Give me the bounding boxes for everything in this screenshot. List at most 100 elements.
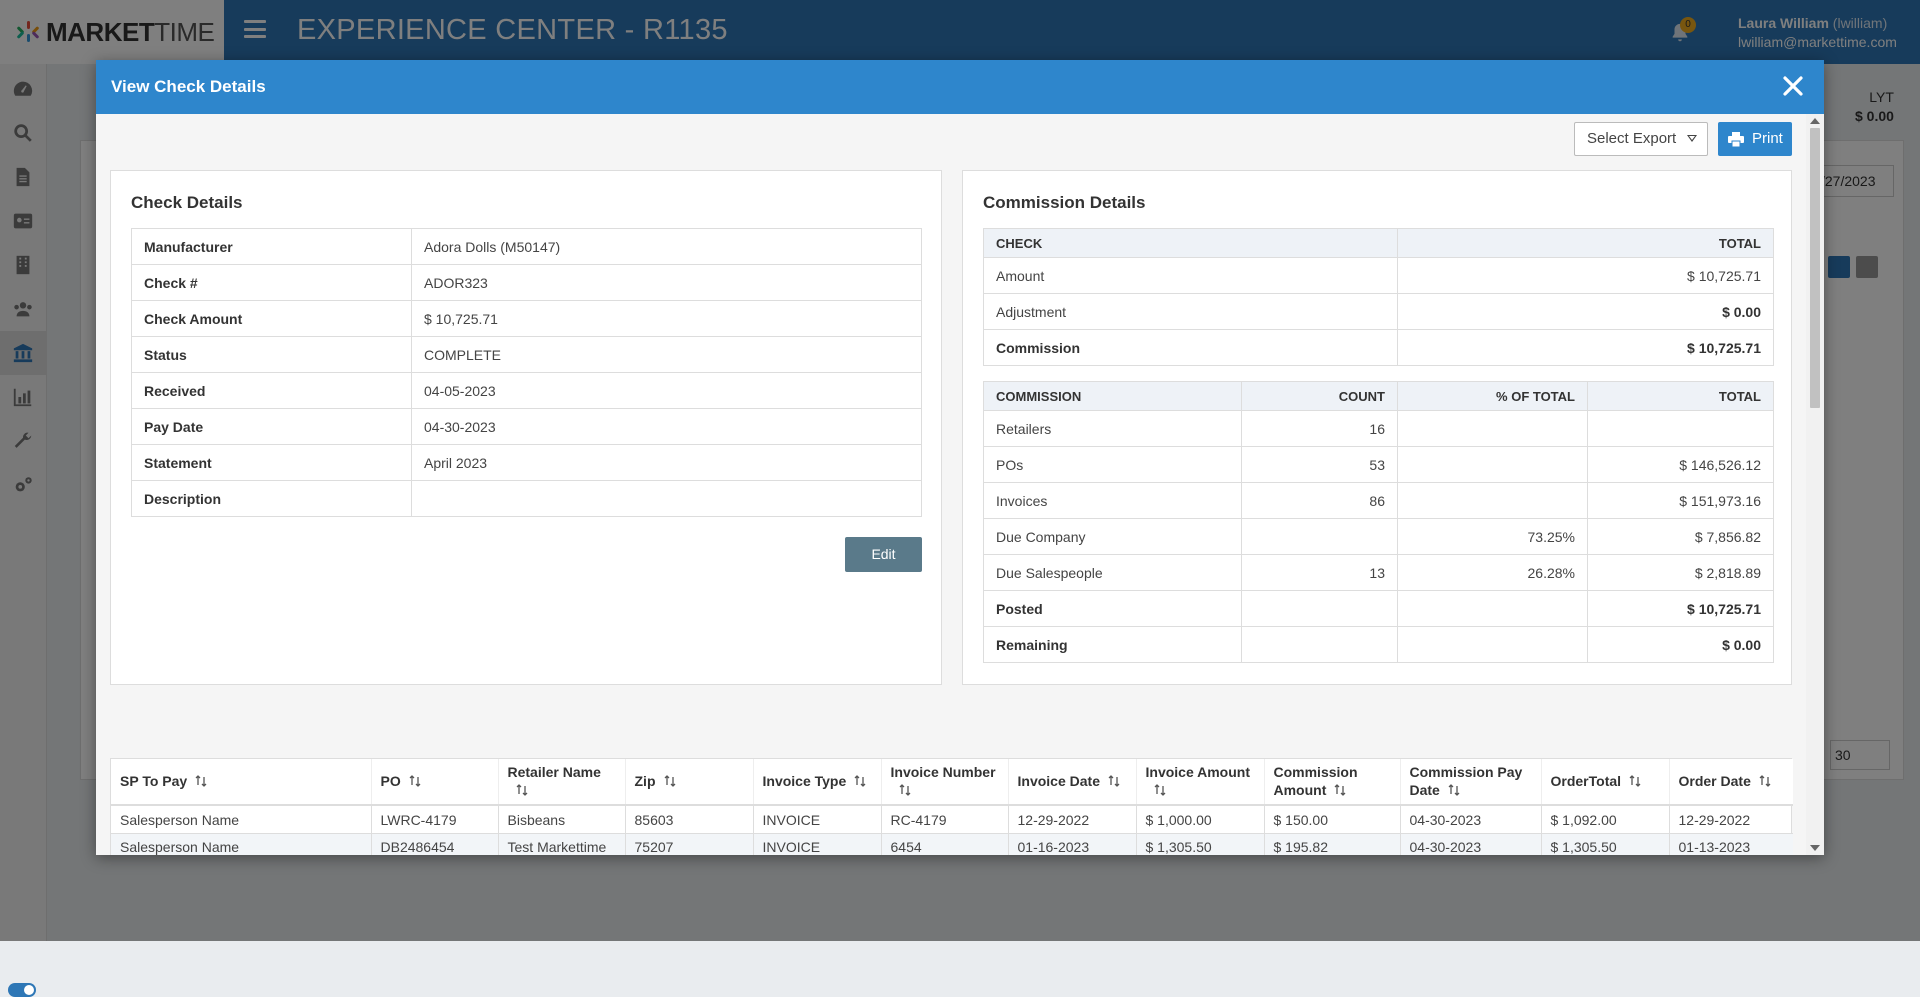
sort-icon[interactable] [1759, 773, 1771, 791]
column-header[interactable]: OrderTotal [1540, 759, 1669, 807]
check-details-heading: Check Details [131, 193, 243, 212]
modal-title: View Check Details [111, 77, 266, 96]
table-row[interactable]: Salesperson Name LWRC-4179 Bisbeans 85603 IN… [111, 805, 1793, 834]
column-header[interactable]: Retailer Name [497, 759, 625, 807]
cell-sp: Salesperson Name [111, 833, 371, 855]
cell-text: 12-29-2022 [1678, 811, 1751, 828]
cell-order-total: $ 1,092.00 [1540, 805, 1669, 834]
column-header[interactable]: PO [370, 759, 498, 807]
cell-retailer: Test Markettime [497, 833, 625, 855]
chevron-down-icon [1687, 135, 1697, 142]
column-header[interactable]: Invoice Type [752, 759, 881, 807]
cell-sp: Salesperson Name [111, 805, 371, 834]
sort-icon[interactable] [516, 782, 528, 800]
check-total-row: Adjustment $ 0.00 [982, 293, 1774, 330]
commission-row: Retailers 16 [983, 410, 1774, 447]
commission-row: Due Company 73.25% $ 7,856.82 [983, 518, 1774, 555]
commission-pct: 73.25% [1397, 518, 1588, 555]
commission-row: Invoices 86 $ 151,973.16 [983, 482, 1774, 519]
commission-total [1587, 410, 1774, 447]
cell-text: Bisbeans [507, 811, 566, 828]
cell-text: 85603 [634, 811, 674, 828]
cell-text: 75207 [634, 839, 674, 855]
commission-row: Due Salespeople 13 26.28% $ 2,818.89 [983, 554, 1774, 591]
commission-count [1241, 590, 1398, 627]
check-detail-value: April 2023 [411, 444, 922, 481]
cell-order-date: 12-29-2022 [1668, 805, 1793, 834]
check-detail-label: Check Amount [131, 300, 412, 337]
sort-icon[interactable] [1334, 782, 1346, 800]
commission-details-heading: Commission Details [983, 193, 1146, 212]
commission-total: $ 0.00 [1587, 626, 1774, 663]
check-detail-row: Check Amount $ 10,725.71 [131, 300, 922, 337]
column-header-label: Commission Amount [1273, 764, 1358, 798]
column-header[interactable]: Invoice Amount [1135, 759, 1264, 807]
sort-icon[interactable] [1629, 773, 1641, 791]
column-header[interactable]: SP To Pay [111, 759, 371, 807]
cell-po: DB2486454 [370, 833, 498, 855]
cell-text: $ 1,305.50 [1145, 839, 1212, 855]
scroll-down-icon[interactable] [1810, 845, 1820, 851]
col-header-pct-of-total: % OF TOTAL [1397, 381, 1588, 411]
cell-text: $ 195.82 [1273, 839, 1329, 855]
cell-text: $ 1,000.00 [1145, 811, 1212, 828]
cell-text: 12-29-2022 [1017, 811, 1090, 828]
table-row[interactable]: Salesperson Name DB2486454 Test Markettime… [111, 833, 1793, 855]
toggle-icon[interactable] [8, 983, 36, 997]
select-export-dropdown[interactable]: Select Export [1574, 122, 1708, 156]
check-detail-row: Statement April 2023 [131, 444, 922, 481]
check-detail-value: Adora Dolls (M50147) [411, 228, 922, 265]
cell-number: RC-4179 [880, 805, 1008, 834]
check-detail-value: ADOR323 [411, 264, 922, 301]
column-header-label: Order Date [1678, 773, 1751, 789]
column-header[interactable]: Order Date [1668, 759, 1793, 807]
commission-total: $ 2,818.89 [1587, 554, 1774, 591]
scrollbar-thumb[interactable] [1810, 128, 1820, 408]
commission-row: Posted $ 10,725.71 [983, 590, 1774, 627]
commission-label: Due Company [983, 518, 1242, 555]
cell-zip: 85603 [624, 805, 753, 834]
cell-inv-amount: $ 1,305.50 [1135, 833, 1264, 855]
cell-inv-amount: $ 1,000.00 [1135, 805, 1264, 834]
sort-icon[interactable] [854, 773, 866, 791]
sort-icon[interactable] [1108, 773, 1120, 791]
scroll-up-icon[interactable] [1810, 118, 1820, 124]
sort-icon[interactable] [1154, 782, 1166, 800]
check-detail-value: 04-05-2023 [411, 372, 922, 409]
column-header-label: OrderTotal [1550, 773, 1622, 789]
sort-icon[interactable] [409, 773, 421, 791]
column-header[interactable]: Commission Amount [1263, 759, 1400, 807]
commission-count: 13 [1241, 554, 1398, 591]
column-header[interactable]: Invoice Date [1007, 759, 1136, 807]
sort-icon[interactable] [664, 773, 676, 791]
check-total-row: Commission $ 10,725.71 [982, 329, 1774, 366]
print-button[interactable]: Print [1718, 122, 1792, 156]
sort-icon[interactable] [899, 782, 911, 800]
commission-label: Retailers [983, 410, 1242, 447]
commission-pct: 26.28% [1397, 554, 1588, 591]
commission-label: Due Salespeople [983, 554, 1242, 591]
check-detail-label: Description [131, 480, 412, 517]
edit-button[interactable]: Edit [845, 537, 922, 572]
sort-icon[interactable] [1448, 782, 1460, 800]
column-header-label: Commission Pay Date [1409, 764, 1523, 798]
cell-text: 6454 [890, 839, 922, 855]
close-icon[interactable] [1778, 71, 1808, 101]
sort-icon[interactable] [195, 773, 207, 791]
check-detail-row: Check # ADOR323 [131, 264, 922, 301]
commission-count [1241, 518, 1398, 555]
column-header[interactable]: Zip [624, 759, 753, 807]
cell-comm-amount: $ 195.82 [1263, 833, 1400, 855]
check-detail-label: Statement [131, 444, 412, 481]
check-detail-value: COMPLETE [411, 336, 922, 373]
cell-text: DB2486454 [380, 839, 455, 855]
commission-pct [1397, 626, 1588, 663]
commission-total: $ 151,973.16 [1587, 482, 1774, 519]
commission-pct [1397, 446, 1588, 483]
column-header[interactable]: Invoice Number [880, 759, 1008, 807]
check-detail-label: Pay Date [131, 408, 412, 445]
print-label: Print [1752, 130, 1783, 147]
column-header[interactable]: Commission Pay Date [1399, 759, 1541, 807]
modal-scrollbar[interactable] [1806, 114, 1824, 855]
cell-number: 6454 [880, 833, 1008, 855]
